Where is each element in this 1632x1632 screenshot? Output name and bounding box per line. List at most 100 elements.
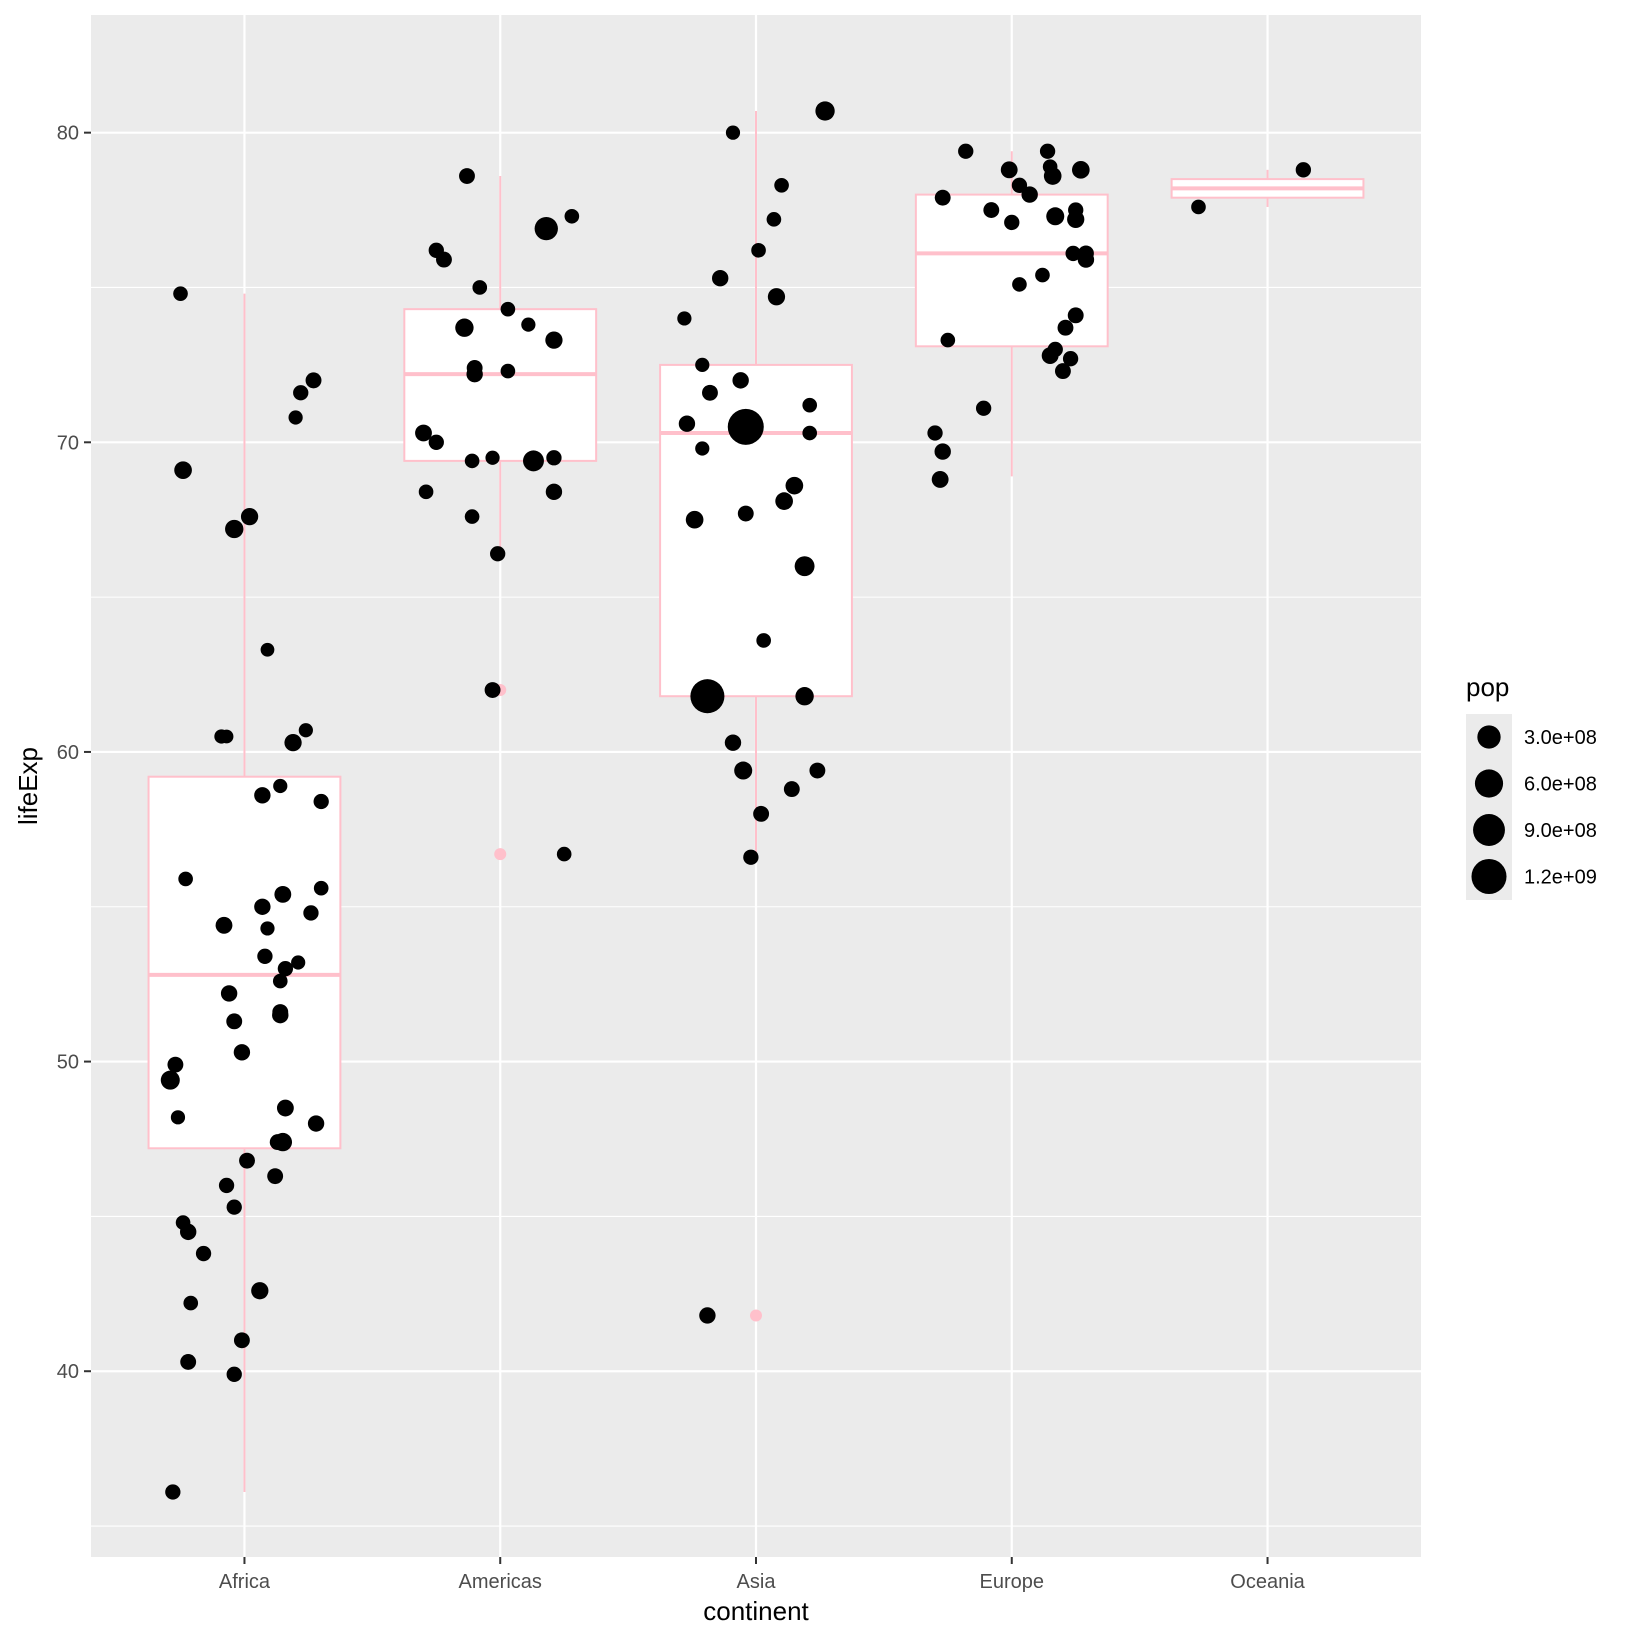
legend-key (1477, 725, 1501, 749)
data-point (775, 492, 793, 510)
data-point (254, 898, 271, 915)
data-point (455, 318, 474, 337)
data-point (958, 143, 974, 159)
box-outlier (750, 1309, 762, 1322)
data-point (272, 1006, 289, 1024)
data-point (225, 519, 244, 539)
y-tick-label: 80 (57, 123, 79, 145)
data-point (711, 270, 729, 287)
data-point (260, 642, 275, 657)
data-point (983, 202, 1000, 219)
data-point (677, 311, 692, 326)
box-outlier (494, 848, 507, 861)
data-point (751, 243, 766, 258)
legend-label: 1.2e+09 (1524, 867, 1597, 889)
data-point (254, 787, 271, 804)
data-point (1041, 347, 1059, 365)
data-point (277, 961, 294, 977)
data-point (685, 510, 704, 529)
data-point (167, 1056, 184, 1073)
legend: pop 3.0e+08 6.0e+08 9.0e+08 1.2e+09 (1466, 672, 1597, 900)
data-point (303, 905, 319, 921)
data-point (459, 168, 475, 184)
data-point (484, 682, 501, 698)
data-point (1057, 319, 1074, 336)
y-tick-label: 50 (57, 1052, 79, 1074)
data-point (815, 101, 835, 121)
data-point (165, 1484, 181, 1500)
data-point (272, 973, 288, 989)
data-point (490, 546, 506, 562)
y-tick-label: 40 (57, 1361, 79, 1383)
data-point (1012, 277, 1027, 292)
data-point (934, 443, 951, 460)
data-point (226, 1013, 243, 1030)
data-point (307, 1115, 325, 1132)
data-point (931, 471, 949, 488)
points-layer (160, 101, 1311, 1500)
data-point (466, 365, 483, 383)
data-point (1062, 351, 1079, 367)
data-point (288, 410, 303, 425)
data-point (1067, 210, 1085, 228)
data-point (500, 301, 516, 317)
data-point (1065, 245, 1081, 262)
data-point (1021, 186, 1038, 203)
data-point (1077, 251, 1095, 268)
data-point (233, 1044, 251, 1061)
data-point (695, 441, 710, 456)
x-tick-label: Americas (459, 1571, 542, 1593)
data-point (975, 400, 992, 416)
data-point (756, 633, 771, 648)
legend-title: pop (1466, 672, 1509, 702)
y-tick-label: 70 (57, 432, 79, 454)
data-point (485, 450, 500, 465)
data-point (809, 762, 826, 779)
data-point (690, 679, 725, 714)
y-axis-title: lifeExp (13, 747, 43, 825)
data-point (1072, 160, 1090, 179)
data-point (298, 723, 313, 738)
y-axis: 40 50 60 70 80 (57, 123, 91, 1383)
data-point (1039, 143, 1056, 159)
data-point (500, 363, 516, 379)
data-point (521, 317, 536, 332)
data-point (732, 372, 749, 389)
data-point (313, 880, 329, 896)
data-point (564, 208, 580, 224)
data-point (1000, 161, 1018, 179)
data-point (313, 793, 329, 810)
data-point (273, 778, 288, 794)
data-point (267, 1168, 284, 1185)
box-iqr (147, 775, 342, 1150)
y-tick-label: 60 (57, 742, 79, 764)
data-point (1295, 162, 1311, 178)
data-point (545, 331, 563, 349)
data-point (179, 1223, 197, 1241)
data-point (183, 1295, 199, 1311)
data-point (305, 372, 322, 389)
x-tick-label: Europe (980, 1571, 1045, 1593)
data-point (418, 484, 434, 500)
data-point (724, 734, 742, 751)
x-axis-title: continent (703, 1596, 809, 1626)
data-point (1046, 207, 1065, 226)
data-point (545, 483, 563, 501)
data-point (753, 805, 770, 822)
data-point (678, 415, 696, 432)
data-point (802, 397, 818, 413)
data-point (215, 916, 233, 934)
data-point (794, 556, 815, 577)
data-point (284, 734, 302, 752)
legend-label: 3.0e+08 (1524, 727, 1597, 749)
data-point (795, 687, 814, 706)
x-tick-label: Asia (737, 1571, 777, 1593)
data-point (464, 509, 480, 524)
data-point (251, 1282, 269, 1300)
data-point (291, 955, 306, 970)
data-point (274, 885, 292, 903)
box-africa (147, 293, 342, 1492)
data-point (170, 1110, 186, 1125)
data-point (766, 212, 782, 227)
